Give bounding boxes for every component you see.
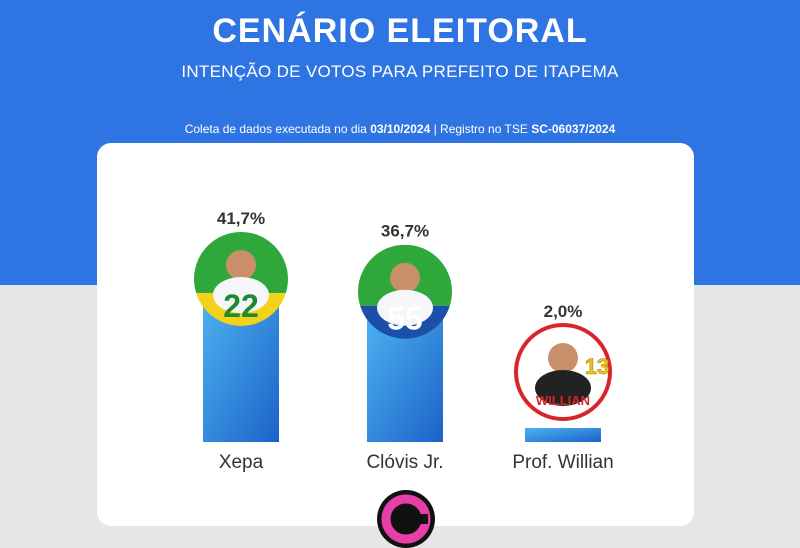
survey-meta: Coleta de dados executada no dia 03/10/2… xyxy=(0,122,800,136)
badge-text-2: WILLIAN xyxy=(536,393,590,408)
portrait-body-0 xyxy=(213,276,269,313)
bar-chart: 22 41,7% Xepa 55 36,7% Clóvis Jr. 13 WILLIAN 2,0… xyxy=(194,209,614,473)
category-label-0: Xepa xyxy=(219,452,264,473)
meta-middle: | Registro no TSE xyxy=(430,122,532,136)
page-subtitle: INTENÇÃO DE VOTOS PARA PREFEITO DE ITAPE… xyxy=(181,62,619,81)
brand-logo-icon xyxy=(377,490,435,548)
candidate-number-1: 55 xyxy=(387,301,423,337)
portrait-body-1 xyxy=(377,289,433,326)
value-label-1: 36,7% xyxy=(381,222,429,241)
page-title: CENÁRIO ELEITORAL xyxy=(212,12,588,50)
category-label-2: Prof. Willian xyxy=(512,452,613,473)
category-label-1: Clóvis Jr. xyxy=(366,452,443,473)
bar-2 xyxy=(525,428,601,442)
candidate-number-2: 13 xyxy=(585,354,609,379)
portrait-body-2 xyxy=(535,370,591,406)
meta-registry: SC-06037/2024 xyxy=(531,122,616,136)
value-label-2: 2,0% xyxy=(544,302,583,321)
candidate-number-0: 22 xyxy=(223,288,259,324)
portrait-head-0 xyxy=(226,249,256,280)
portrait-head-2 xyxy=(548,343,578,373)
meta-date: 03/10/2024 xyxy=(370,122,431,136)
meta-prefix: Coleta de dados executada no dia xyxy=(184,122,371,136)
value-label-0: 41,7% xyxy=(217,209,265,228)
badge-ring-2 xyxy=(514,323,612,421)
portrait-head-1 xyxy=(390,262,420,293)
chart-card: 22 41,7% Xepa 55 36,7% Clóvis Jr. 13 WILLIAN 2,0… xyxy=(97,143,694,526)
candidate-badge-2: 13 WILLIAN xyxy=(514,323,612,421)
